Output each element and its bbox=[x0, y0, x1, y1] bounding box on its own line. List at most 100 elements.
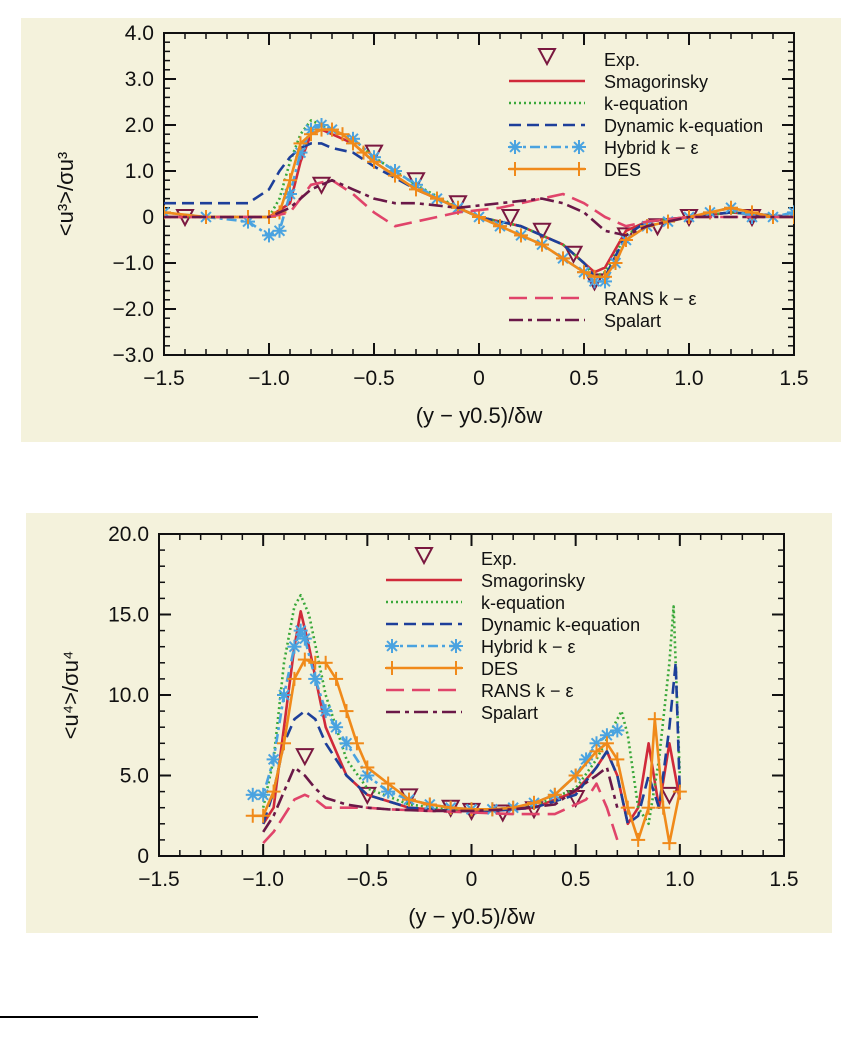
series-group bbox=[164, 118, 794, 292]
data-point-des bbox=[631, 832, 646, 847]
data-point-hybrid-k bbox=[610, 723, 625, 738]
series-line-rans-k bbox=[164, 178, 794, 228]
legend-entry-symbol bbox=[508, 140, 522, 154]
data-point-des bbox=[335, 127, 350, 142]
x-tick-label: −0.5 bbox=[353, 367, 394, 390]
y-tick-label: 15.0 bbox=[108, 604, 149, 627]
legend-label: Spalart bbox=[481, 703, 538, 723]
data-point-des bbox=[402, 792, 416, 807]
data-point-des bbox=[422, 797, 437, 812]
data-point-hybrid-k bbox=[599, 728, 614, 743]
legend-label: DES bbox=[604, 160, 641, 180]
x-tick-label: 0 bbox=[473, 367, 485, 390]
legend-entry-symbol bbox=[572, 162, 586, 176]
data-point-hybrid-k bbox=[277, 688, 291, 702]
data-point-hybrid-k bbox=[262, 228, 276, 243]
skewness-chart: −1.5 −1.0 −0.5 0 0.5 1.0 1.5 4.0 3.0 2.0 1.0 0 −1.0 −… bbox=[53, 22, 809, 428]
y-tick-label: −1.0 bbox=[113, 252, 154, 275]
series-line-smagorinsky bbox=[164, 128, 794, 274]
data-point-des bbox=[598, 269, 612, 284]
y-tick-label: 2.0 bbox=[125, 114, 154, 137]
legend-label: k-equation bbox=[604, 94, 688, 114]
x-tick-label: 1.5 bbox=[779, 367, 808, 390]
y-tick-label: 1.0 bbox=[125, 160, 154, 183]
data-point-exp bbox=[532, 222, 552, 241]
legend-label: RANS k − ε bbox=[481, 681, 574, 701]
legend-label: Exp. bbox=[604, 50, 640, 70]
x-tick-label: 1.0 bbox=[665, 868, 694, 891]
data-point-des bbox=[356, 145, 371, 160]
series-line-spalart bbox=[262, 766, 619, 833]
data-point-des bbox=[672, 784, 687, 799]
data-point-des bbox=[464, 802, 479, 817]
y-tick-label: 10.0 bbox=[108, 684, 149, 707]
legend-entry-symbol bbox=[572, 140, 586, 154]
data-point-des bbox=[547, 787, 562, 802]
series-line-k-equation bbox=[164, 119, 794, 279]
series-line-hybrid-k bbox=[252, 629, 618, 811]
data-point-des bbox=[293, 136, 308, 151]
legend-entry-symbol bbox=[537, 48, 557, 67]
data-point-des bbox=[556, 251, 570, 266]
legend-entry-symbol bbox=[508, 162, 522, 176]
data-point-des bbox=[656, 800, 671, 815]
data-point-des bbox=[287, 671, 302, 686]
data-point-hybrid-k bbox=[329, 720, 344, 735]
legend-entry-symbol bbox=[449, 661, 463, 675]
y-tick-label: −3.0 bbox=[113, 344, 154, 367]
data-point-hybrid-k bbox=[381, 784, 396, 799]
data-point-hybrid-k bbox=[297, 631, 312, 646]
data-point-hybrid-k bbox=[318, 704, 333, 719]
data-point-des bbox=[325, 122, 339, 137]
data-point-des bbox=[647, 712, 662, 727]
x-tick-label: 1.5 bbox=[769, 868, 798, 891]
legend-label: Smagorinsky bbox=[604, 72, 708, 92]
data-point-des bbox=[430, 191, 444, 206]
legend-label: Spalart bbox=[604, 311, 661, 331]
x-tick-label: −0.5 bbox=[347, 868, 388, 891]
data-point-des bbox=[164, 205, 171, 220]
series-line-spalart bbox=[164, 178, 794, 237]
legend-entry-symbol bbox=[449, 639, 463, 653]
series-group bbox=[245, 593, 687, 851]
flatness-chart: −1.5 −1.0 −0.5 0 0.5 1.0 1.5 20.0 15.0 10.0 5.0 0 (y… bbox=[58, 523, 799, 929]
data-point-des bbox=[610, 752, 625, 767]
data-point-des bbox=[568, 768, 583, 783]
data-point-des bbox=[381, 776, 396, 791]
y-axis-label: <u³>/σu³ bbox=[53, 152, 78, 237]
legend-label: Smagorinsky bbox=[481, 571, 585, 591]
data-point-des bbox=[589, 744, 604, 759]
x-tick-label: 1.0 bbox=[674, 367, 703, 390]
data-point-des bbox=[608, 256, 623, 270]
data-point-des bbox=[577, 265, 591, 280]
data-point-exp bbox=[295, 748, 315, 767]
data-point-des bbox=[472, 210, 486, 224]
chart-panel-skewness: −1.5 −1.0 −0.5 0 0.5 1.0 1.5 4.0 3.0 2.0 1.0 0 −1.0 −… bbox=[21, 18, 841, 442]
data-point-hybrid-k bbox=[287, 639, 302, 654]
series-line-des bbox=[164, 128, 794, 279]
data-point-des bbox=[318, 655, 333, 670]
data-point-des bbox=[388, 168, 402, 183]
x-tick-label: 0.5 bbox=[561, 868, 590, 891]
data-point-hybrid-k bbox=[272, 223, 287, 238]
data-point-des bbox=[266, 784, 281, 799]
legend-label: RANS k − ε bbox=[604, 289, 697, 309]
data-point-des bbox=[409, 182, 423, 197]
data-point-des bbox=[349, 736, 364, 751]
x-tick-label: 0.5 bbox=[569, 367, 598, 390]
y-tick-label: 3.0 bbox=[125, 68, 154, 91]
data-point-exp bbox=[311, 176, 332, 195]
data-point-des bbox=[535, 237, 549, 252]
data-point-des bbox=[493, 219, 507, 234]
data-point-des bbox=[724, 200, 738, 215]
data-point-des bbox=[527, 795, 541, 810]
data-point-des bbox=[360, 760, 375, 775]
y-tick-label: −2.0 bbox=[113, 298, 154, 321]
legend-entry-symbol bbox=[385, 661, 399, 675]
legend-label: Dynamic k-equation bbox=[604, 116, 763, 136]
data-point-des bbox=[304, 127, 318, 142]
series-line-dynamic-k-equation bbox=[261, 661, 682, 826]
data-point-hybrid-k bbox=[256, 787, 271, 802]
data-point-exp bbox=[659, 786, 680, 805]
x-tick-label: −1.0 bbox=[248, 367, 289, 390]
